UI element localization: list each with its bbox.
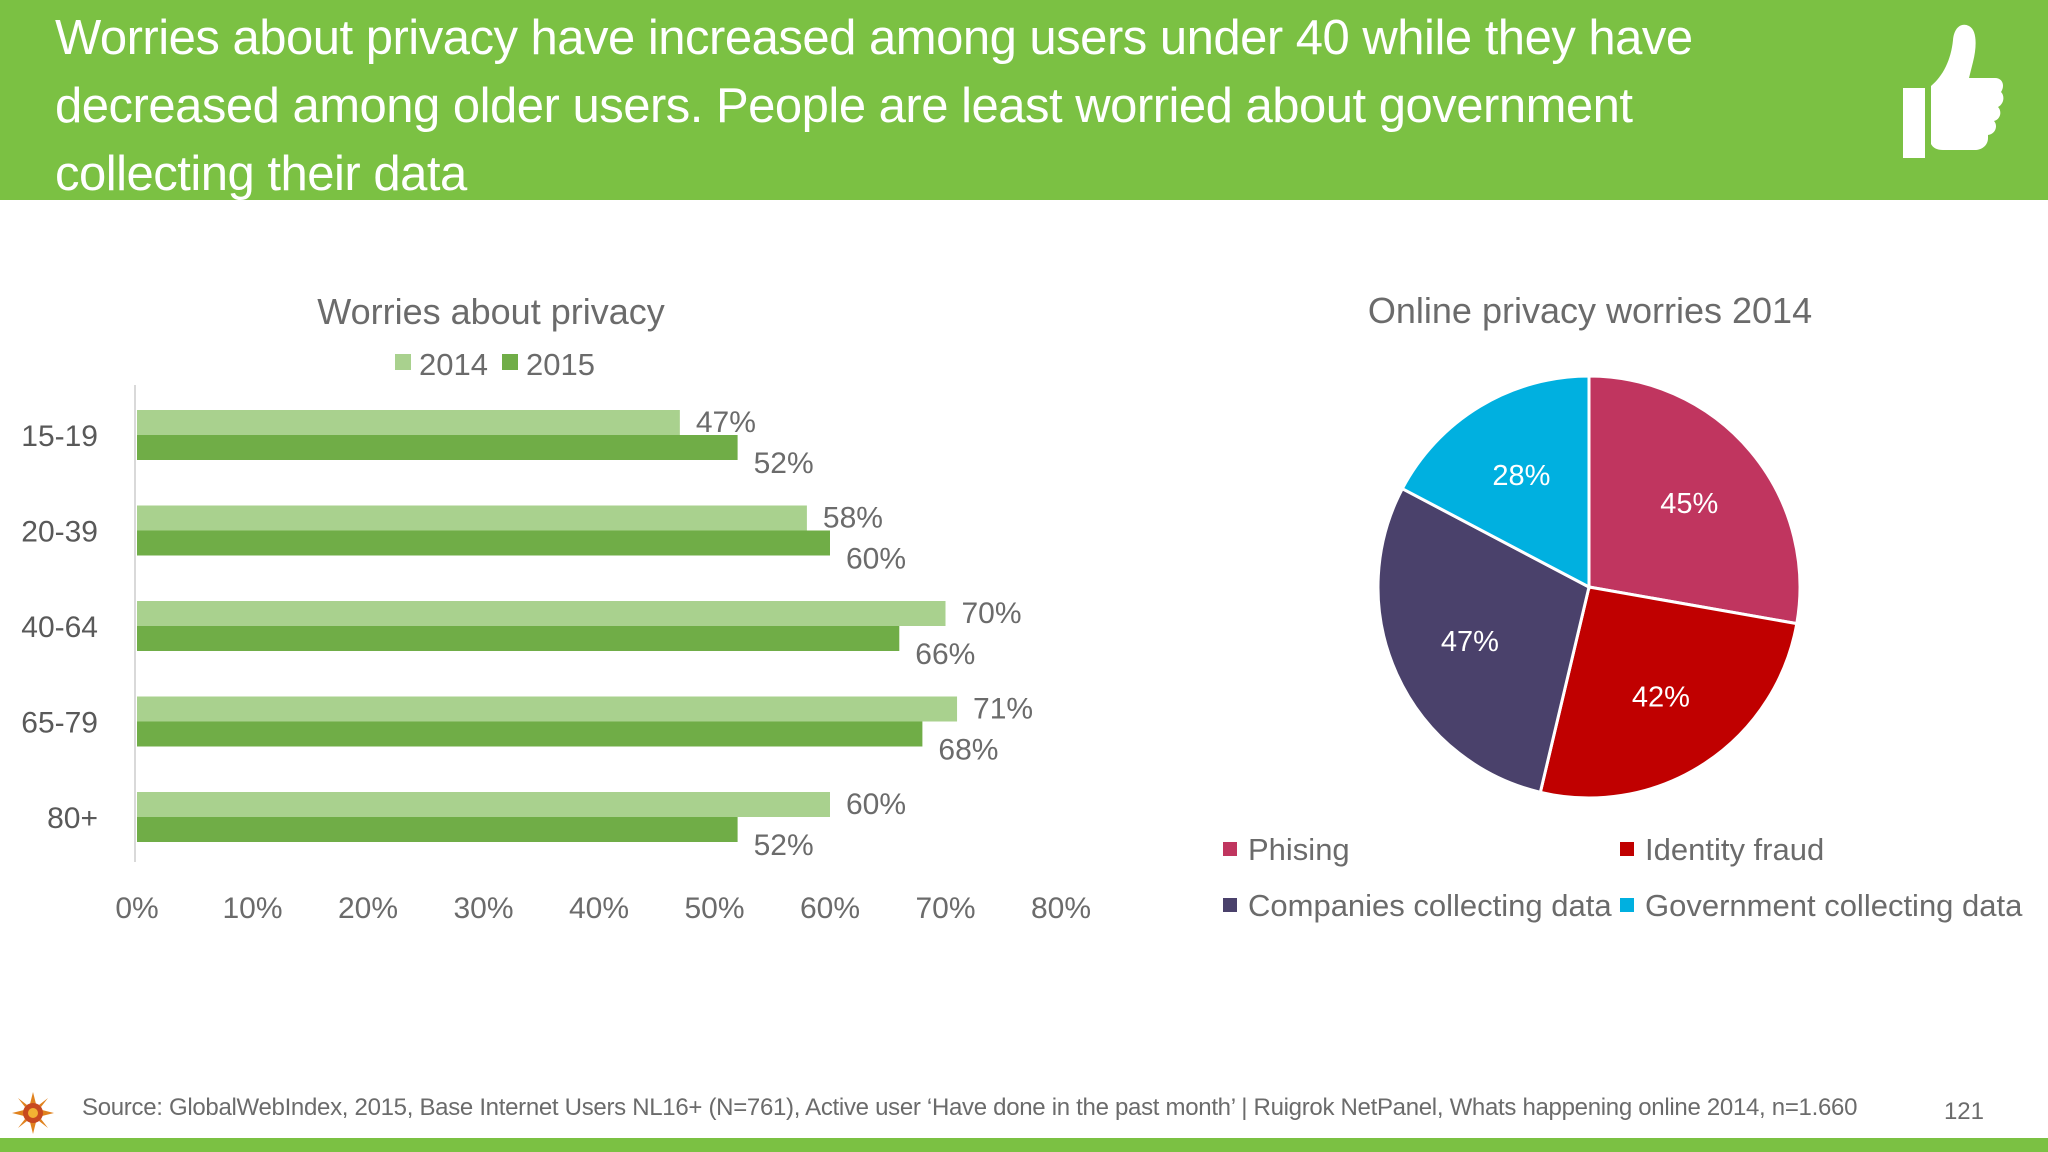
bar-legend: 2014 2015 (395, 347, 595, 382)
category-label: 65-79 (21, 707, 98, 740)
legend-label-government: Government collecting data (1645, 888, 2023, 923)
bar-value-labels: 47% 52% 58% 60% 70% 66% 71% 68% 60% 52% (696, 406, 1033, 862)
pie-slice-label: 42% (1632, 681, 1690, 713)
bar-2014-65-79 (137, 696, 958, 722)
bar-value-label: 47% (696, 406, 756, 439)
x-axis-ticks: 0% 10% 20% 30% 40% 50% 60% 70% 80% (115, 892, 1091, 925)
pie-slices (1376, 374, 1802, 800)
pie-slice-companies (1376, 486, 1591, 795)
pie-slice-identity-fraud (1538, 585, 1799, 800)
category-label: 15-19 (21, 420, 98, 453)
pie-chart-title: Online privacy worries 2014 (1368, 290, 1812, 331)
x-tick-label: 20% (338, 892, 398, 925)
legend-swatch-companies (1223, 898, 1237, 912)
bar-marks (137, 410, 958, 842)
pie-slice-label: 47% (1441, 626, 1499, 658)
legend-label-companies: Companies collecting data (1248, 888, 1612, 923)
category-label: 40-64 (21, 611, 98, 644)
sun-logo-icon (12, 1092, 54, 1134)
bar-value-label: 60% (846, 788, 906, 821)
bar-chart: Worries about privacy 2014 2015 15-19 20-… (21, 291, 1091, 925)
legend-label-identity-fraud: Identity fraud (1645, 832, 1824, 867)
legend-swatch-phising (1223, 842, 1237, 856)
bar-value-label: 58% (823, 502, 883, 535)
category-label: 20-39 (21, 516, 98, 549)
legend-label-phising: Phising (1248, 832, 1350, 867)
bar-value-label: 60% (846, 543, 906, 576)
x-tick-label: 0% (115, 892, 158, 925)
category-label: 80+ (47, 802, 98, 835)
category-labels: 15-19 20-39 40-64 65-79 80+ (21, 420, 98, 835)
x-tick-label: 50% (684, 892, 744, 925)
pie-legend: Phising Identity fraud Companies collect… (1223, 832, 2023, 923)
bar-2014-15-19 (137, 410, 680, 435)
bar-2015-40-64 (137, 626, 900, 651)
pie-slice-label: 45% (1660, 488, 1718, 520)
x-tick-label: 80% (1031, 892, 1091, 925)
bar-value-label: 68% (938, 734, 998, 767)
bar-2015-20-39 (137, 530, 830, 556)
page-number: 121 (1943, 1098, 1984, 1125)
pie-labels: 45% 42% 47% 28% (1441, 460, 1718, 713)
bar-value-label: 52% (754, 447, 814, 480)
x-tick-label: 10% (222, 892, 282, 925)
x-tick-label: 70% (915, 892, 975, 925)
legend-swatch-government (1620, 898, 1634, 912)
bar-2015-65-79 (137, 721, 923, 747)
x-tick-label: 60% (800, 892, 860, 925)
legend-swatch-identity-fraud (1620, 842, 1634, 856)
bar-2015-80+ (137, 817, 738, 842)
bar-value-label: 71% (973, 693, 1033, 726)
legend-label-2014: 2014 (419, 347, 488, 382)
bar-value-label: 70% (962, 597, 1022, 630)
bar-2014-40-64 (137, 601, 946, 626)
header-banner (0, 0, 2048, 200)
bar-2015-15-19 (137, 435, 738, 460)
bar-2014-20-39 (137, 505, 807, 531)
bar-2014-80+ (137, 792, 830, 817)
bar-value-label: 52% (754, 829, 814, 862)
thumbs-up-icon (1903, 24, 2004, 158)
bar-chart-title: Worries about privacy (317, 291, 664, 332)
x-tick-label: 40% (569, 892, 629, 925)
bar-value-label: 66% (915, 638, 975, 671)
pie-slice-government (1400, 374, 1591, 590)
legend-swatch-2014 (395, 354, 411, 370)
legend-swatch-2015 (502, 354, 518, 370)
pie-slice-label: 28% (1492, 460, 1550, 492)
footer-bar (0, 1138, 2048, 1152)
pie-chart: Online privacy worries 2014 45% 42% 47% 28%… (1223, 290, 2023, 923)
legend-label-2015: 2015 (526, 347, 595, 382)
pie-slice-phising (1587, 374, 1802, 626)
source-note: Source: GlobalWebIndex, 2015, Base Inter… (82, 1094, 1858, 1121)
x-tick-label: 30% (453, 892, 513, 925)
page-title: Worries about privacy have increased amo… (55, 11, 1693, 201)
